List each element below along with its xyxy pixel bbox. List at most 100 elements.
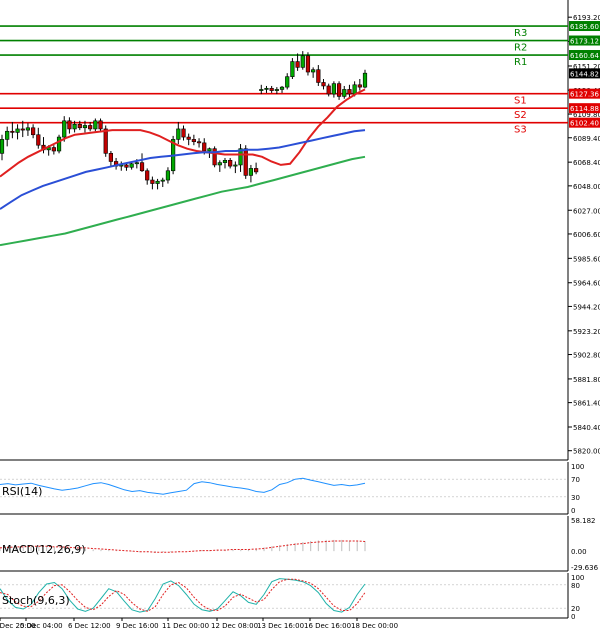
level-price-tag-r1 — [569, 50, 600, 61]
candle-body — [62, 120, 67, 138]
moving-average-ma-mid — [0, 129, 366, 210]
level-price-label-s2: 6114.88 — [570, 105, 599, 113]
candle-body — [145, 170, 150, 181]
candle-body — [31, 127, 36, 136]
level-name-r2: R2 — [514, 43, 527, 54]
candle-body — [93, 120, 98, 130]
candle-body — [217, 162, 222, 166]
candle-body — [269, 87, 274, 91]
current-price-tag — [569, 68, 600, 79]
candle-body — [238, 148, 243, 166]
candle-body — [124, 164, 129, 168]
price-tick-label: 6193.20 — [573, 14, 600, 22]
candle-body — [259, 89, 264, 91]
level-price-tag-r2 — [569, 35, 600, 46]
candle-body — [279, 86, 285, 90]
candle-body — [274, 89, 279, 91]
macd-tick-label: 58.182 — [571, 517, 596, 525]
candle-body — [10, 130, 15, 133]
candle-body — [51, 147, 56, 152]
price-tick-label: 5861.40 — [573, 400, 600, 408]
level-price-label-r2: 6173.12 — [570, 38, 599, 46]
candle-body — [165, 170, 171, 181]
candle-body — [5, 130, 10, 140]
stoch-tick-label: 100 — [571, 574, 584, 582]
price-tick-label: 6151.20 — [573, 63, 600, 71]
candle-body — [207, 148, 212, 152]
price-tick-label: 6109.80 — [573, 111, 600, 119]
candle-body — [160, 179, 165, 182]
moving-average-ma-fast — [0, 88, 366, 178]
stoch-title: Stoch(9,6,3) — [2, 594, 70, 607]
stoch-tick-label: 0 — [571, 613, 575, 621]
candle-body — [134, 162, 139, 165]
candle-body — [0, 139, 5, 154]
price-tick-label: 6068.40 — [573, 159, 600, 167]
stoch-main-line — [0, 578, 366, 613]
candle-body — [362, 72, 368, 88]
candle-body — [316, 69, 321, 83]
candle-body — [15, 128, 20, 133]
candle-body — [342, 89, 347, 97]
level-price-tag-s1 — [569, 88, 600, 99]
candle-body — [25, 127, 31, 131]
time-tick-label: 16 Dec 16:00 — [304, 622, 351, 630]
candle-body — [202, 142, 207, 152]
candle-body — [77, 123, 82, 129]
candle-body — [176, 128, 181, 140]
candle-body — [233, 164, 238, 167]
stoch-tick-label: 80 — [571, 582, 580, 590]
candle-body — [311, 69, 316, 73]
candle-body — [88, 125, 93, 130]
price-tick-label: 6048.00 — [573, 183, 600, 191]
current-price-label: 6144.82 — [570, 70, 599, 78]
candle-body — [103, 128, 108, 154]
candle-body — [72, 123, 77, 130]
candle-body — [300, 55, 305, 68]
candle-body — [305, 55, 311, 73]
candle-body — [321, 82, 326, 87]
macd-signal-line — [0, 540, 366, 553]
candle-body — [196, 141, 202, 144]
candle-body — [326, 85, 331, 95]
candle-body — [191, 139, 196, 143]
level-name-s3: S3 — [514, 125, 527, 136]
rsi-tick-label: 0 — [571, 507, 575, 515]
candle-body — [352, 84, 357, 95]
candle-body — [98, 120, 103, 130]
candle-body — [285, 76, 290, 88]
moving-average-ma-slow — [0, 155, 366, 247]
time-tick-label: 5 Dec 04:00 — [20, 622, 63, 630]
candle-body — [347, 89, 352, 95]
level-price-tag-r3 — [569, 21, 600, 32]
time-tick-label: 12 Dec 08:00 — [211, 622, 258, 630]
candle-body — [243, 148, 248, 176]
price-tick-label: 5840.40 — [573, 424, 600, 432]
rsi-tick-label: 100 — [571, 463, 584, 471]
candle-body — [67, 120, 72, 130]
candle-body — [336, 83, 342, 97]
rsi-tick-label: 30 — [571, 494, 580, 502]
candle-body — [264, 87, 269, 90]
price-tick-label: 5985.60 — [573, 255, 600, 263]
candle-body — [150, 179, 155, 184]
macd-tick-label: 0.00 — [571, 548, 587, 556]
time-tick-label: 4 Dec 20:00 — [0, 622, 36, 630]
level-name-r1: R1 — [514, 57, 527, 68]
level-name-s1: S1 — [514, 96, 527, 107]
level-name-r3: R3 — [514, 28, 527, 39]
macd-tick-label: -29.636 — [571, 564, 599, 572]
price-tick-label: 5881.80 — [573, 376, 600, 384]
rsi-title: RSI(14) — [2, 485, 42, 498]
candle-body — [20, 128, 25, 131]
candle-body — [155, 180, 160, 184]
price-tick-label: 5902.80 — [573, 352, 600, 360]
candle-body — [186, 136, 191, 140]
candle-body — [222, 160, 228, 163]
level-price-label-r1: 6160.64 — [570, 52, 599, 60]
level-price-label-s1: 6127.36 — [570, 91, 599, 99]
candle-body — [295, 61, 300, 68]
time-tick-label: 11 Dec 00:00 — [162, 622, 209, 630]
